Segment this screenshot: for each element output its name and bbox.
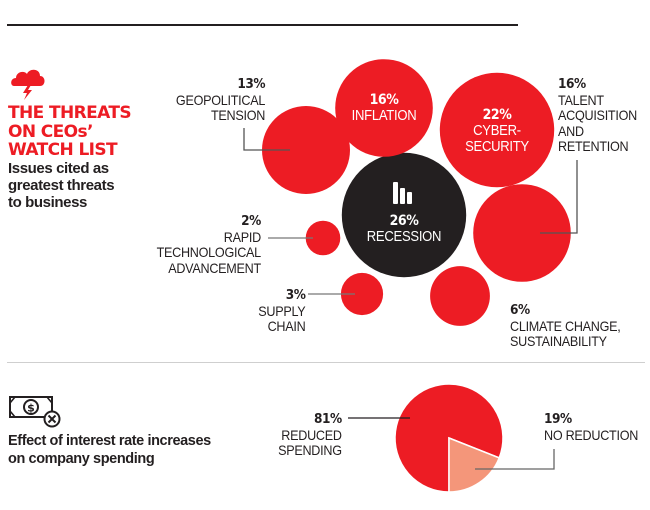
leader-no-reduction [475, 449, 555, 470]
headline-line: ON CEOs’ [8, 121, 94, 142]
label-climate: 6% CLIMATE CHANGE, SUSTAINABILITY [510, 302, 621, 350]
label-talent: 16% TALENT ACQUISITION AND RETENTION [558, 76, 637, 155]
money-cancel-icon: $ [9, 396, 61, 428]
section-divider [7, 362, 645, 363]
subhead-line: Issues cited as [8, 160, 109, 177]
pct: 26% [389, 213, 419, 229]
label-cybersecurity: 22% CYBER- SECURITY [465, 107, 529, 155]
label-line: TENSION [210, 107, 265, 123]
headline: THE THREATS ON CEOs’ WATCH LIST [8, 103, 132, 160]
bubble-recession [341, 152, 467, 278]
label-line: CLIMATE CHANGE, [510, 317, 621, 334]
label-line: SPENDING [278, 442, 342, 458]
label-line: ACQUISITION [558, 107, 637, 123]
label-line: RETENTION [558, 138, 629, 154]
pct: 16% [369, 92, 399, 108]
pct: 16% [558, 76, 586, 92]
bubble-geopolitical [262, 106, 350, 194]
subhead: Issues cited as greatest threats to busi… [8, 160, 115, 211]
bubble-talent [473, 184, 571, 282]
label-inflation: 16% INFLATION [352, 92, 417, 124]
label-line: CHAIN [267, 318, 305, 334]
storm-cloud-icon [11, 69, 45, 100]
subhead-line: greatest threats [8, 177, 115, 194]
pct: 13% [237, 76, 265, 92]
label-supply-chain: 3% SUPPLY CHAIN [257, 287, 306, 335]
label-line: GEOPOLITICAL [175, 91, 265, 108]
pct: 6% [510, 302, 530, 318]
subhead-line: to business [8, 194, 87, 211]
label-line: ADVANCEMENT [168, 259, 261, 276]
label-line: NO REDUCTION [544, 426, 639, 443]
leader-talent [540, 160, 578, 234]
label-line: CYBER- [473, 123, 521, 139]
bar-chart-icon [393, 182, 412, 204]
bubble-cybersecurity [439, 72, 555, 188]
pct: 3% [285, 287, 305, 303]
label-line: SUPPLY [257, 302, 305, 319]
bubble-rapid-tech [305, 220, 341, 256]
pct: 81% [314, 411, 342, 427]
section2-title: Effect of interest rate increases on com… [8, 432, 211, 468]
label-reduced-spending: 81% REDUCED SPENDING [278, 411, 343, 459]
title-line: Effect of interest rate increases [8, 433, 211, 449]
top-rule [7, 24, 518, 26]
headline-line: WATCH LIST [8, 140, 118, 160]
label-line: RAPID [223, 228, 261, 245]
pct: 2% [241, 213, 261, 229]
label-line: RECESSION [366, 229, 442, 245]
label-line: SUSTAINABILITY [510, 333, 607, 349]
label-no-reduction: 19% NO REDUCTION [544, 411, 639, 443]
label-line: TALENT [558, 91, 604, 108]
pct: 22% [482, 107, 512, 123]
label-line: SECURITY [465, 139, 529, 155]
label-line: TECHNOLOGICAL [156, 244, 262, 260]
bubble-chart [243, 59, 578, 326]
headline-line: THE THREATS [8, 103, 132, 123]
bubble-supply-chain [340, 272, 384, 316]
pie-slice-no-reduction [448, 436, 501, 493]
label-line: REDUCED [281, 426, 343, 443]
label-line: INFLATION [351, 108, 417, 124]
svg-text:$: $ [27, 402, 35, 415]
label-geopolitical: 13% GEOPOLITICAL TENSION [175, 76, 266, 124]
leader-geopolitical [243, 128, 290, 151]
pct: 19% [544, 411, 572, 427]
label-rapid-tech: 2% RAPID TECHNOLOGICAL ADVANCEMENT [156, 213, 262, 276]
title-line: on company spending [8, 451, 155, 467]
label-recession: 26% RECESSION [366, 213, 442, 245]
bubble-climate [430, 266, 490, 326]
bubble-inflation [335, 59, 433, 157]
label-line: AND [558, 122, 584, 139]
